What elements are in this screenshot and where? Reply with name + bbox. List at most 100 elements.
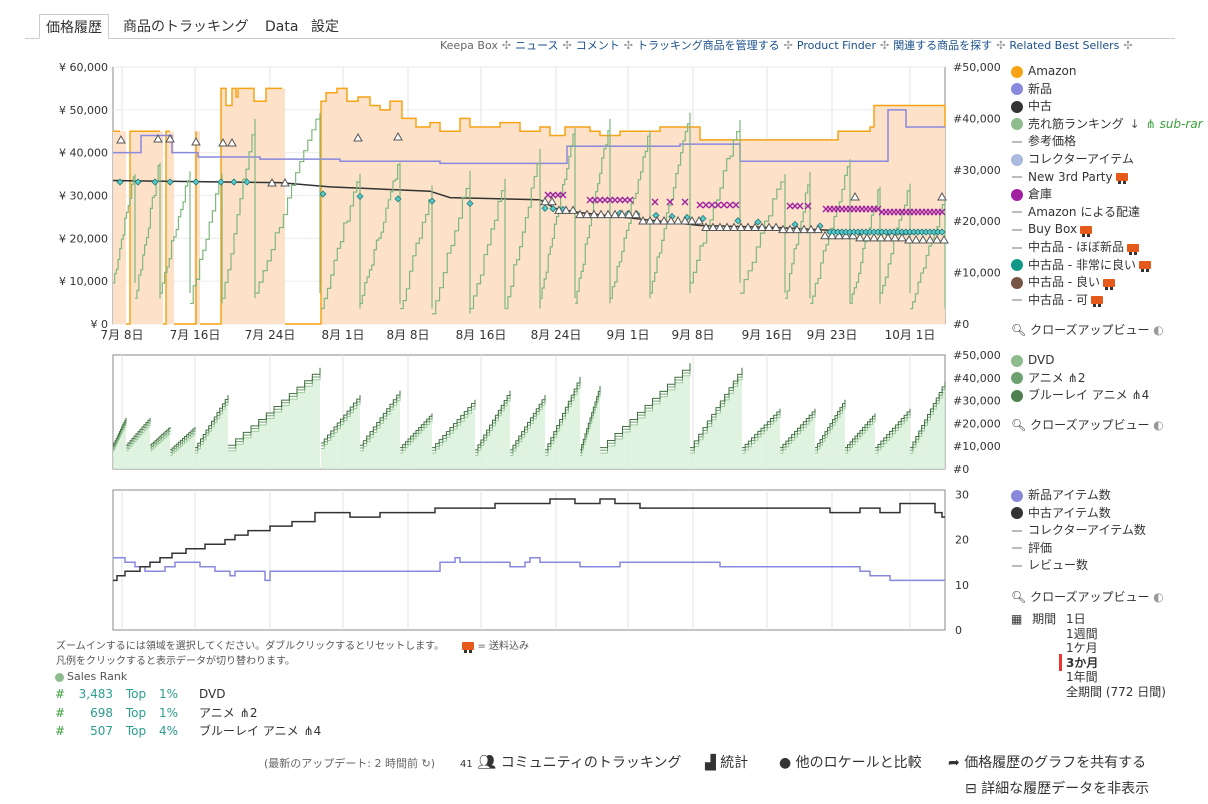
legend-item[interactable]: コレクターアイテム数 [1011,521,1146,539]
legend-label: コレクターアイテム [1028,152,1134,166]
tab-product-tracking[interactable]: 商品のトラッキング [123,19,249,35]
tab-settings[interactable]: 設定 [311,19,339,35]
legend-item[interactable]: 中古品 - 良い [1011,273,1115,291]
separator-icon: ✣ [996,39,1006,52]
legend-item[interactable]: 新品 [1011,80,1052,98]
legend-item[interactable]: New 3rd Party [1011,168,1128,186]
legend-dash [1012,140,1022,143]
separator-icon: ✣ [623,39,633,52]
period-option[interactable]: 1週間 [1066,626,1098,641]
sales-rank-row: #3,483 Top 1% DVD [55,685,225,703]
legend-dot [1011,259,1023,272]
comment-link[interactable]: コメント [575,39,620,52]
rank-tick-label: #20,000 [953,215,1001,228]
legend-item[interactable]: レビュー数 [1011,556,1088,574]
price-history-chart[interactable]: ¥ 60,000 ¥ 50,000 ¥ 40,000 ¥ 30,000 ¥ 20,000… [59,61,1001,342]
legend-item[interactable]: アニメ ⋔2 [1011,369,1085,387]
closeup-toggle-1[interactable]: 🔍︎ クローズアップビュー ◐ [1011,323,1164,337]
marker [925,235,935,244]
legend-item[interactable]: DVD [1011,351,1054,369]
marker [850,191,860,201]
tab-data[interactable]: Data [265,19,299,35]
legend-item[interactable]: 売れ筋ランキング ↓ ⋔ sub-rar [1011,115,1203,133]
marker [561,205,571,214]
legend-item[interactable]: 中古 [1011,97,1052,115]
legend-item[interactable]: 参考価格 [1011,132,1076,150]
legend-item[interactable]: 新品アイテム数 [1011,486,1111,504]
category-name[interactable]: アニメ [199,705,235,720]
period-option[interactable]: 1年間 [1066,670,1098,684]
period-option[interactable]: 全期間 (772 日間) [1066,684,1166,699]
marker [714,201,722,209]
sales-rank-chart[interactable]: #50,000 #40,000 #30,000 #20,000 #10,000 #0 [112,349,1001,476]
legend-item[interactable]: コレクターアイテム [1011,150,1134,168]
tab-price-history[interactable]: 価格履歴 [39,14,109,39]
offer-count-chart[interactable]: 30 20 10 0 [112,489,969,637]
rank-line [126,417,151,446]
marker [353,132,363,142]
share-graph-link[interactable]: ➦ 価格履歴のグラフを共有する [948,755,1147,771]
community-tracking-link[interactable]: 41 👥︎ コミュニティのトラッキング [460,753,682,771]
count-tick-label: 10 [955,579,969,592]
related-best-sellers-link[interactable]: Related Best Sellers [1009,39,1120,52]
legend-dash [1012,564,1022,567]
category-name[interactable]: ブルーレイ アニメ [199,724,299,738]
compare-locales-link[interactable]: ● 他のロケールと比較 [779,755,922,771]
category-name[interactable]: DVD [199,687,226,701]
keepa-box-link[interactable]: Keepa Box [440,39,498,52]
manage-tracking-link[interactable]: トラッキング商品を管理する [636,39,780,52]
marker [166,178,174,186]
marker [862,232,872,242]
legend-label: 新品 [1028,81,1053,96]
rank-line [150,427,171,446]
period-option[interactable]: 1日 [1066,612,1086,626]
rank-tick-label: #0 [953,463,969,476]
statistics-link[interactable]: ▟ 統計 [705,755,749,771]
used-count-line [113,498,945,582]
legend-item[interactable]: Buy Box [1011,220,1093,238]
rank-line [470,178,506,310]
product-finder-link[interactable]: Product Finder [796,39,876,52]
marker [786,202,794,210]
legend-item[interactable]: Amazon による配達 [1011,203,1140,221]
closeup-toggle-3[interactable]: 🔍︎ クローズアップビュー ◐ [1011,590,1164,604]
rank-line [690,367,743,449]
share-icon: ➦ [948,755,960,771]
marker [874,205,882,213]
magnifier-icon: 🔍︎ [1011,323,1027,337]
sales-rank-row: #698 Top 1% アニメ ⋔2 [55,704,257,722]
legend-dot [1011,372,1023,385]
marker [791,202,799,210]
period-option[interactable]: 1ケ月 [1066,641,1098,655]
legend-item[interactable]: 倉庫 [1011,185,1052,203]
date-tick-label: 10月 1日 [885,328,936,342]
legend-item[interactable]: 中古品 - ほぼ新品 [1011,238,1139,256]
refresh-icon[interactable]: ↻ [421,757,431,770]
legend-item[interactable]: 中古品 - 非常に良い [1011,256,1151,274]
legend-item[interactable]: Amazon [1011,62,1077,80]
period-option[interactable]: 3か月 [1059,653,1098,671]
legend-item[interactable]: 中古アイテム数 [1011,504,1111,522]
legend-item[interactable]: 中古品 - 可 [1011,291,1103,309]
related-products-link[interactable]: 関連する商品を探す [893,39,993,52]
bar-chart-icon: ▟ [705,755,716,771]
marker [659,216,669,225]
separator-icon: ✣ [783,39,793,52]
marker [771,222,781,231]
subrank-toggle[interactable]: ↓ ⋔ sub-rar [1130,117,1203,131]
legend-item[interactable]: 評価 [1011,539,1052,557]
hide-history-link[interactable]: ⊟ 詳細な履歴データを非表示 [965,781,1150,797]
marker [938,228,946,236]
rank-area [742,414,780,469]
rank-line [742,408,781,449]
rank-line [113,174,136,284]
rank-tick-label: #10,000 [953,267,1001,280]
legend-item[interactable]: ブルーレイ アニメ ⋔4 [1011,386,1149,404]
separator-icon: ✣ [1123,39,1133,52]
marker [596,209,606,219]
closeup-toggle-2[interactable]: 🔍︎ クローズアップビュー ◐ [1011,418,1164,432]
marker [937,191,947,201]
news-link[interactable]: ニュース [515,39,559,52]
truck-icon [1126,243,1139,255]
